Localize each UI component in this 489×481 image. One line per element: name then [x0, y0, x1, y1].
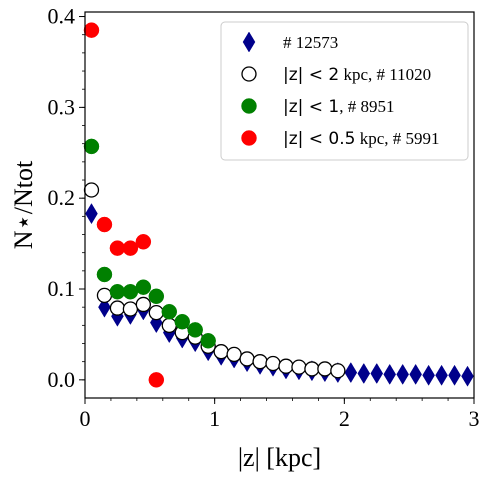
- data-point: [135, 279, 152, 295]
- x-tick-label: 2: [339, 406, 350, 431]
- data-point: [174, 313, 190, 330]
- data-point: [213, 344, 229, 360]
- data-point: [96, 266, 113, 283]
- data-point: [85, 203, 98, 225]
- legend-entry-label: # 12573: [283, 33, 338, 52]
- data-point: [83, 22, 100, 38]
- y-tick-label: 0.1: [48, 276, 76, 301]
- data-point: [161, 303, 178, 320]
- legend: # 12573 |z| < 2 kpc, # 11020 |z| < 1, # 89…: [220, 21, 469, 161]
- y-tick-label: 0.4: [48, 4, 76, 29]
- x-tick-label: 3: [469, 406, 480, 431]
- data-point: [252, 354, 268, 370]
- data-point: [187, 322, 203, 338]
- data-point: [435, 364, 448, 386]
- data-point: [370, 362, 384, 384]
- data-markers: [83, 22, 474, 388]
- data-point: [135, 234, 152, 250]
- series-1: [83, 182, 346, 379]
- data-point: [122, 301, 139, 317]
- data-point: [96, 287, 113, 304]
- data-point: [83, 182, 100, 198]
- series-2: [83, 138, 216, 349]
- data-point: [109, 300, 126, 316]
- axis-ticks: 0 1 2 3 0.0 0.1 0.2 0.3 0.4: [48, 4, 480, 431]
- data-point: [148, 372, 165, 388]
- data-point: [96, 216, 113, 233]
- data-point: [422, 364, 435, 386]
- legend-entry-label: |z| < 1, # 8951: [283, 97, 395, 117]
- legend-marker: [241, 98, 257, 114]
- legend-box: [220, 21, 469, 161]
- data-point: [161, 317, 177, 333]
- data-point: [448, 364, 461, 386]
- x-tick-label: 0: [80, 406, 91, 431]
- plot-frame: [84, 11, 475, 399]
- legend-marker: [241, 130, 257, 146]
- legend-marker: [241, 66, 257, 82]
- legend-marker: [242, 31, 256, 53]
- y-tick-label: 0.0: [48, 367, 76, 392]
- data-point: [148, 304, 164, 321]
- x-axis-label: |z| [kpc]: [238, 443, 321, 472]
- legend-entry-label: |z| < 2 kpc, # 11020: [283, 65, 431, 85]
- data-point: [278, 358, 294, 374]
- data-point: [304, 361, 320, 377]
- data-point: [226, 346, 242, 363]
- data-point: [148, 288, 165, 305]
- data-point: [330, 363, 346, 379]
- data-point: [122, 240, 139, 256]
- y-axis-label: N⋆/Ntot: [9, 160, 38, 249]
- data-point: [461, 365, 474, 387]
- data-point: [200, 333, 216, 349]
- data-point: [317, 361, 333, 377]
- series-3: [83, 22, 165, 388]
- data-point: [396, 363, 409, 385]
- data-point: [265, 355, 281, 372]
- data-point: [291, 359, 307, 375]
- data-point: [409, 363, 422, 385]
- data-point: [135, 296, 152, 313]
- data-point: [357, 362, 371, 384]
- legend-entry-label: |z| < 0.5 kpc, # 5991: [283, 129, 440, 149]
- data-point: [239, 351, 255, 367]
- data-point: [344, 362, 358, 384]
- y-tick-label: 0.3: [48, 94, 76, 119]
- data-point: [383, 363, 397, 385]
- data-point: [83, 138, 100, 155]
- y-tick-label: 0.2: [48, 185, 76, 210]
- x-tick-label: 1: [209, 406, 220, 431]
